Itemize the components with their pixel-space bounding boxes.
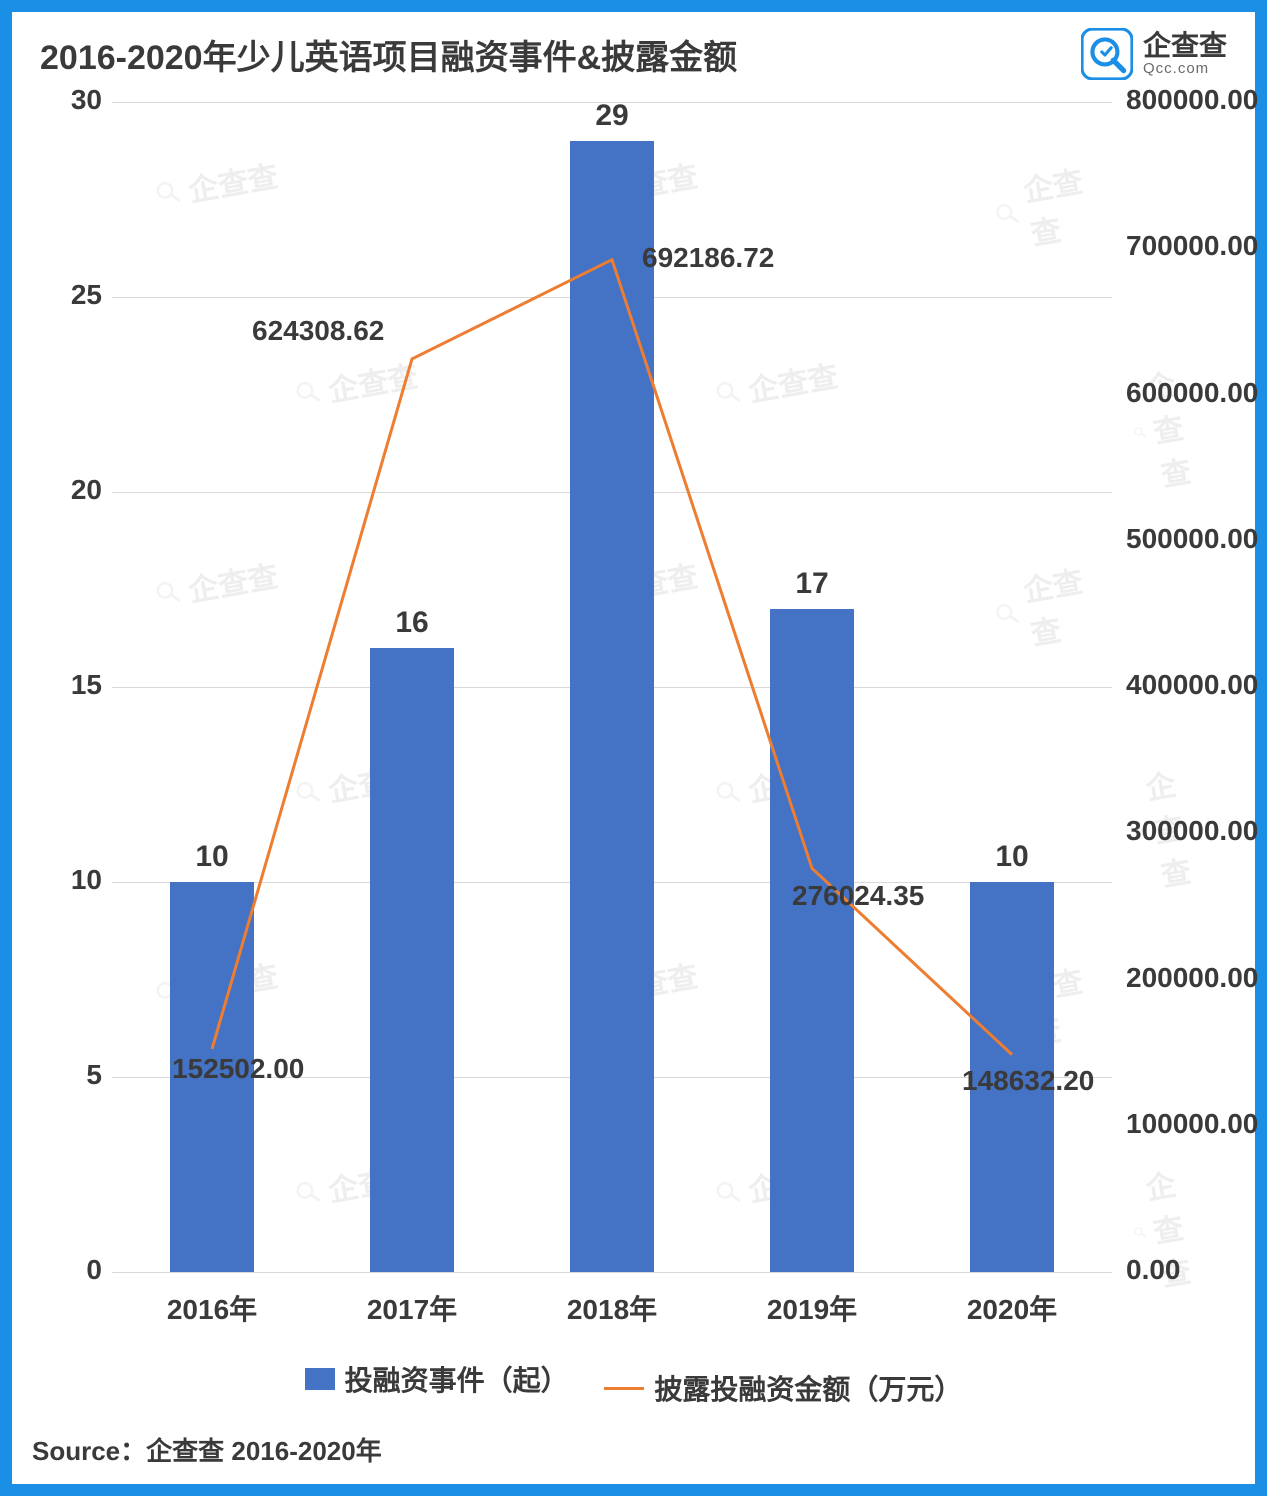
line-value-label: 152502.00 [172,1053,304,1085]
y-right-tick: 300000.00 [1126,815,1258,847]
y-right-tick: 800000.00 [1126,84,1258,116]
y-left-tick: 10 [42,864,102,896]
logo-brand-text: 企查查 [1143,32,1227,60]
y-right-tick: 0.00 [1126,1254,1181,1286]
y-right-tick: 600000.00 [1126,377,1258,409]
legend-line-swatch [604,1387,644,1390]
logo-icon [1081,28,1133,80]
brand-logo: 企查查 Qcc.com [1081,28,1227,80]
x-tick: 2016年 [167,1288,257,1328]
logo-domain-text: Qcc.com [1143,60,1227,77]
legend-line-label: 披露投融资金额（万元） [654,1368,962,1408]
line-value-label: 148632.20 [962,1065,1094,1097]
chart-title: 2016-2020年少儿英语项目融资事件&披露金额 [40,30,737,79]
legend-line: 披露投融资金额（万元） [604,1368,962,1408]
y-right-tick: 200000.00 [1126,962,1258,994]
y-left-tick: 5 [42,1059,102,1091]
x-tick: 2019年 [767,1288,857,1328]
y-left-tick: 25 [42,279,102,311]
source-text: Source：企查查 2016-2020年 [32,1431,382,1468]
plot-area: 企查查企查查企查查企查查企查查企查查企查查企查查企查查企查查企查查企查查企查查企… [112,102,1112,1272]
legend-bar: 投融资事件（起） [305,1359,569,1399]
y-right-tick: 700000.00 [1126,230,1258,262]
x-tick: 2017年 [367,1288,457,1328]
chart-frame: 2016-2020年少儿英语项目融资事件&披露金额 企查查 Qcc.com 企查… [0,0,1267,1496]
grid-line [112,1272,1112,1273]
line-value-label: 276024.35 [792,880,924,912]
y-left-tick: 20 [42,474,102,506]
y-left-tick: 0 [42,1254,102,1286]
x-tick: 2020年 [967,1288,1057,1328]
y-right-tick: 100000.00 [1126,1108,1258,1140]
y-left-tick: 15 [42,669,102,701]
y-left-tick: 30 [42,84,102,116]
line-value-label: 692186.72 [642,242,774,274]
line-value-label: 624308.62 [252,315,384,347]
x-tick: 2018年 [567,1288,657,1328]
y-right-tick: 500000.00 [1126,523,1258,555]
legend-bar-swatch [305,1368,335,1390]
y-right-tick: 400000.00 [1126,669,1258,701]
legend: 投融资事件（起） 披露投融资金额（万元） [12,1359,1255,1409]
legend-bar-label: 投融资事件（起） [345,1359,569,1399]
